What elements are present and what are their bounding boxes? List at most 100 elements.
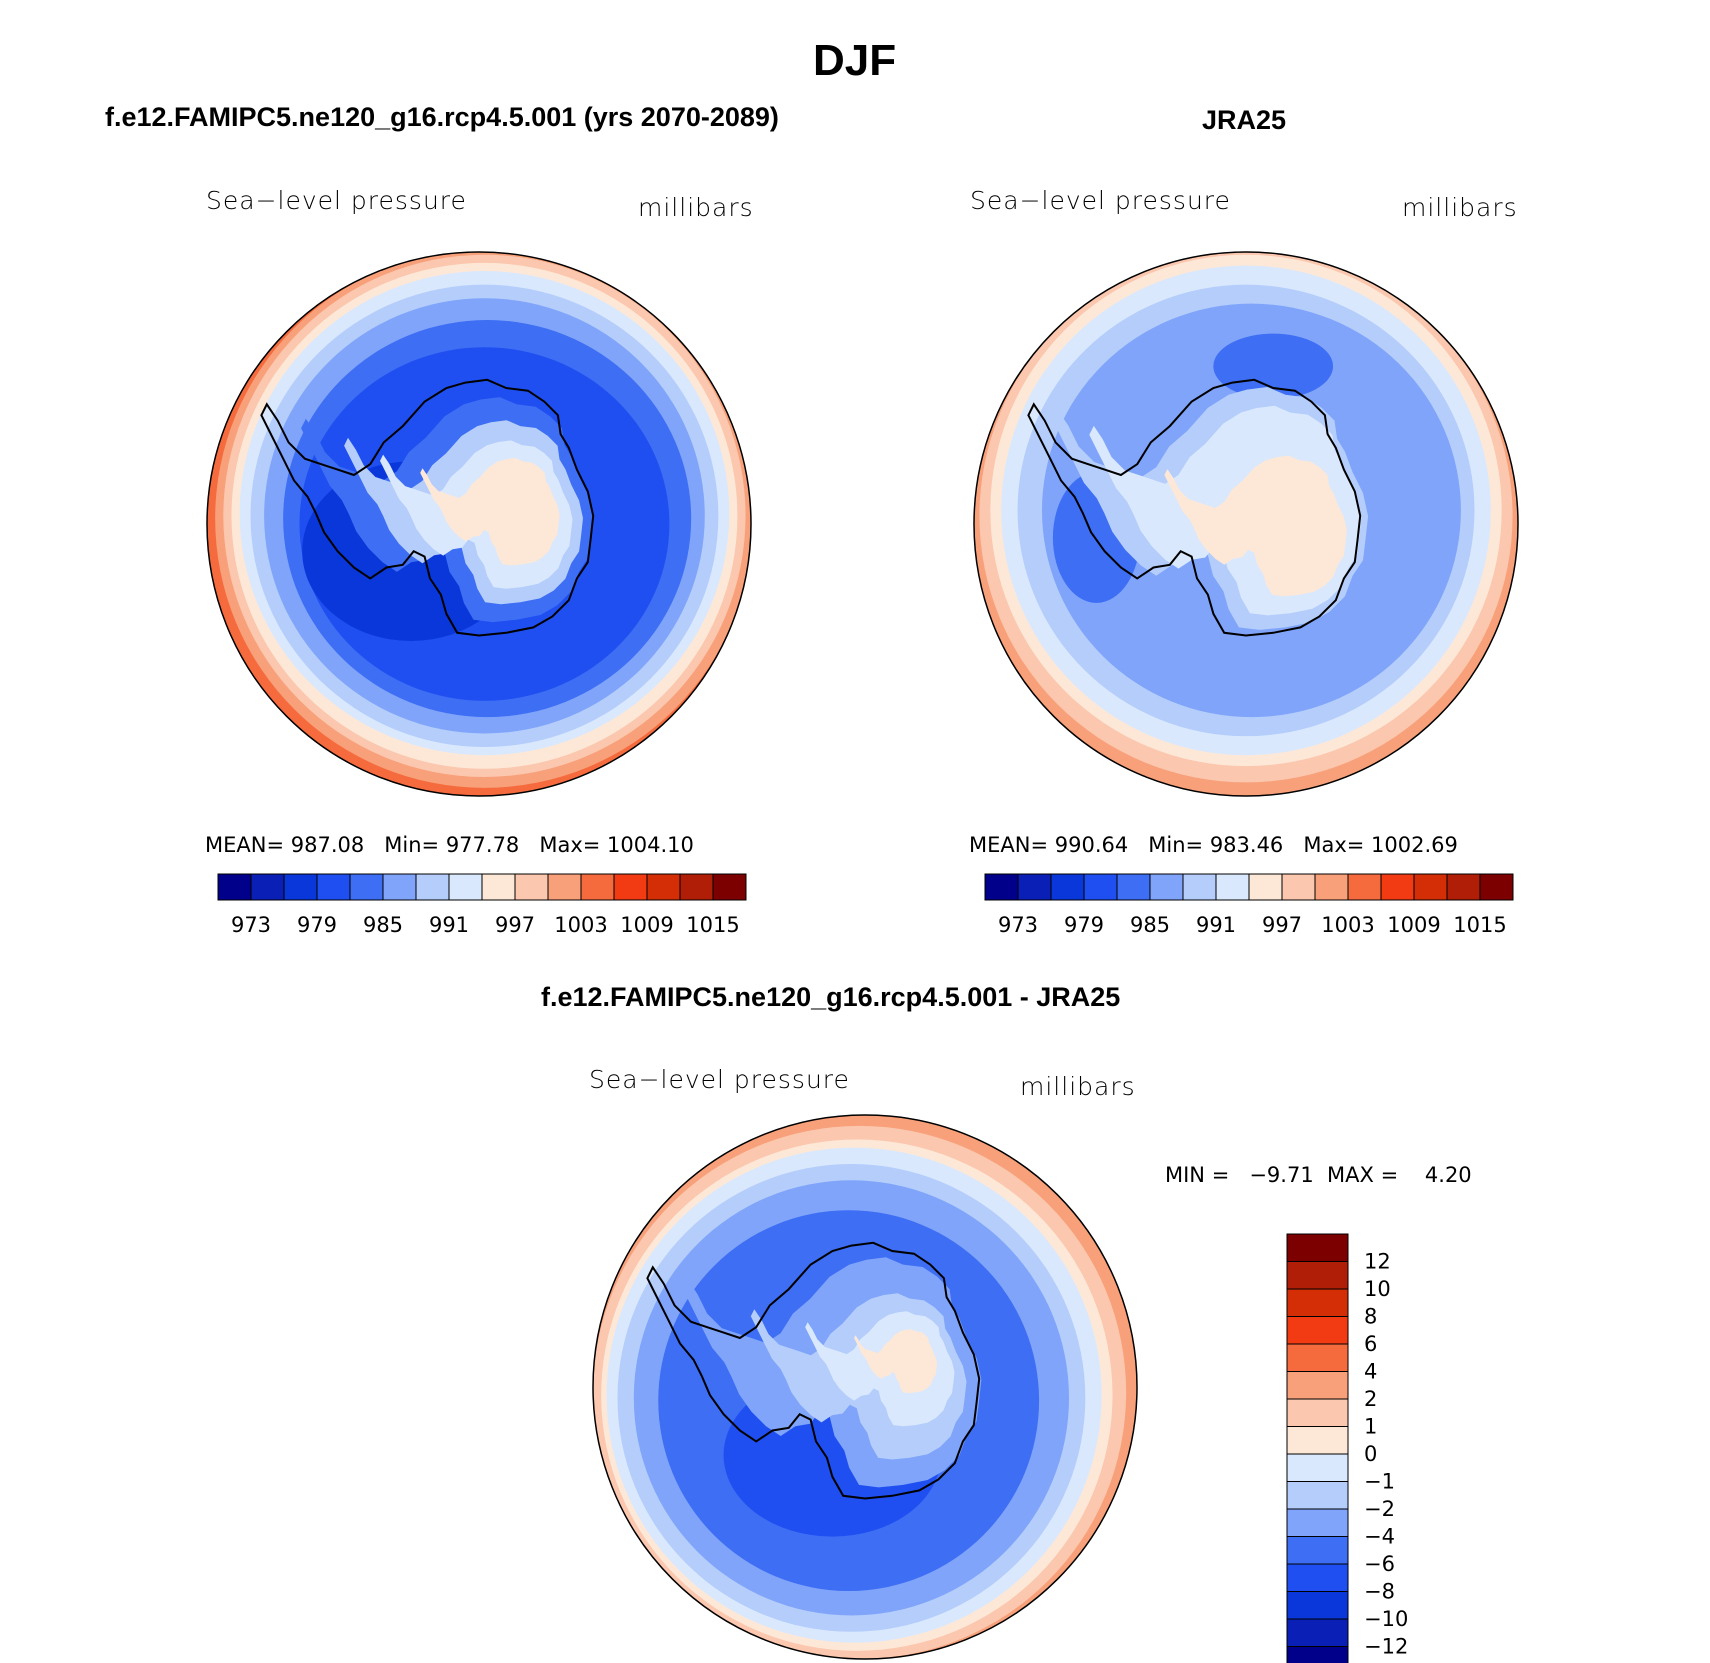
model-colorbar-tick-label: 1015 <box>686 913 739 937</box>
obs-continent-band <box>1164 455 1347 597</box>
model-contours <box>207 252 751 796</box>
diff-colorbar-tick-label: 10 <box>1364 1277 1391 1301</box>
obs-colorbar-swatch <box>1380 873 1415 901</box>
diff-panel-heading: f.e12.FAMIPC5.ne120_g16.rcp4.5.001 - JRA… <box>541 982 1121 1012</box>
diff-colorbar-tick-label: 2 <box>1364 1387 1377 1411</box>
obs-colorbar-tick-label: 985 <box>1130 913 1170 937</box>
model-stats: MEAN= 987.08 Min= 977.78 Max= 1004.10 <box>205 833 694 857</box>
obs-colorbar-swatch <box>1479 873 1514 901</box>
model-colorbar-tick-label: 997 <box>495 913 535 937</box>
model-colorbar-swatch <box>316 873 351 901</box>
diff-colorbar-swatch <box>1286 1233 1349 1262</box>
obs-colorbar-swatch <box>1116 873 1151 901</box>
diff-colorbar-tick-label: −12 <box>1364 1635 1408 1659</box>
obs-colorbar-swatch <box>1149 873 1184 901</box>
model-colorbar-swatch <box>415 873 450 901</box>
diff-colorbar-swatch <box>1286 1288 1349 1317</box>
model-colorbar-swatch <box>679 873 714 901</box>
model-units-label: millibars <box>638 193 754 222</box>
obs-colorbar-swatch <box>1248 873 1283 901</box>
diff-colorbar-tick-label: 6 <box>1364 1332 1377 1356</box>
obs-colorbar-swatch <box>1050 873 1085 901</box>
model-min-value: 977.78 <box>445 833 520 857</box>
obs-variable-label: Sea−level pressure <box>970 186 1231 215</box>
diff-colorbar-swatch <box>1286 1618 1349 1647</box>
diff-colorbar-swatch <box>1286 1508 1349 1537</box>
diff-colorbar-swatch <box>1286 1563 1349 1592</box>
diff-colorbar-swatch <box>1286 1591 1349 1620</box>
obs-colorbar-tick-label: 1009 <box>1387 913 1440 937</box>
obs-colorbar-swatch <box>1083 873 1118 901</box>
obs-colorbar-swatch <box>1281 873 1316 901</box>
obs-colorbar: 973 979 985 991 997 1003 1009 1015 <box>984 873 1514 937</box>
diff-max-value: 4.20 <box>1424 1163 1472 1187</box>
model-mean-value: 987.08 <box>290 833 365 857</box>
model-colorbar-swatch <box>580 873 615 901</box>
diff-colorbar-tick-label: 0 <box>1364 1442 1377 1466</box>
diff-colorbar-swatch <box>1286 1343 1349 1372</box>
diff-continent-band <box>854 1329 938 1394</box>
diff-colorbar-tick-label: −2 <box>1364 1497 1395 1521</box>
diff-coastline <box>646 1241 981 1500</box>
obs-colorbar-tick-label: 1015 <box>1453 913 1506 937</box>
model-colorbar-swatch <box>283 873 318 901</box>
model-colorbar-swatch <box>349 873 384 901</box>
model-mean-label: MEAN= <box>205 833 285 857</box>
diff-min-value: −9.71 <box>1249 1163 1314 1187</box>
model-colorbar-tick-label: 1003 <box>554 913 607 937</box>
model-continent-band <box>420 458 560 566</box>
model-max-label: Max= <box>539 833 601 857</box>
diff-stats: MIN = −9.71 MAX = 4.20 <box>1165 1163 1472 1187</box>
diff-colorbar-tick-label: −10 <box>1364 1607 1408 1631</box>
model-max-value: 1004.10 <box>607 833 694 857</box>
obs-colorbar-swatch <box>1413 873 1448 901</box>
model-colorbar-swatch <box>481 873 516 901</box>
diff-contours <box>593 1115 1137 1659</box>
obs-colorbar-tick-label: 979 <box>1064 913 1104 937</box>
diff-colorbar-tick-label: 4 <box>1364 1360 1377 1384</box>
model-colorbar-tick-label: 991 <box>429 913 469 937</box>
diff-max-label: MAX = <box>1327 1163 1399 1187</box>
obs-min-label: Min= <box>1148 833 1204 857</box>
obs-colorbar-swatch <box>1017 873 1052 901</box>
model-colorbar-swatch <box>613 873 648 901</box>
model-colorbar-tick-label: 973 <box>231 913 271 937</box>
model-min-label: Min= <box>384 833 440 857</box>
diff-colorbar-swatch <box>1286 1481 1349 1510</box>
obs-coastline <box>1027 378 1362 637</box>
diff-variable-label: Sea−level pressure <box>589 1065 850 1094</box>
model-colorbar-tick-label: 985 <box>363 913 403 937</box>
diff-colorbar-tick-label: −4 <box>1364 1525 1395 1549</box>
model-colorbar-swatch <box>217 873 252 901</box>
diff-colorbar-tick-label: 8 <box>1364 1305 1377 1329</box>
obs-colorbar-tick-label: 973 <box>998 913 1038 937</box>
diff-min-label: MIN = <box>1165 1163 1230 1187</box>
model-colorbar: 973 979 985 991 997 1003 1009 1015 <box>217 873 747 937</box>
diff-units-label: millibars <box>1020 1072 1136 1101</box>
obs-colorbar-tick-label: 991 <box>1196 913 1236 937</box>
diff-colorbar-swatch <box>1286 1453 1349 1482</box>
model-colorbar-swatch <box>646 873 681 901</box>
diff-colorbar-swatch <box>1286 1261 1349 1290</box>
obs-colorbar-swatch <box>1182 873 1217 901</box>
model-colorbar-swatch <box>382 873 417 901</box>
model-colorbar-tick-label: 1009 <box>620 913 673 937</box>
obs-colorbar-tick-label: 1003 <box>1321 913 1374 937</box>
model-panel-heading: f.e12.FAMIPC5.ne120_g16.rcp4.5.001 (yrs … <box>105 102 779 132</box>
obs-contours <box>974 252 1518 796</box>
diff-colorbar-swatch <box>1286 1426 1349 1455</box>
diff-colorbar-tick-label: −6 <box>1364 1552 1395 1576</box>
diff-colorbar-tick-label: 12 <box>1364 1250 1391 1274</box>
obs-mean-label: MEAN= <box>969 833 1049 857</box>
page-title: DJF <box>813 36 897 85</box>
obs-max-value: 1002.69 <box>1371 833 1458 857</box>
model-colorbar-swatch <box>448 873 483 901</box>
model-map-border <box>206 251 752 797</box>
obs-contour-band <box>1213 333 1334 399</box>
obs-stats: MEAN= 990.64 Min= 983.46 Max= 1002.69 <box>969 833 1458 857</box>
obs-units-label: millibars <box>1402 193 1518 222</box>
diff-colorbar-swatch <box>1286 1536 1349 1565</box>
diff-map <box>592 1114 1138 1660</box>
